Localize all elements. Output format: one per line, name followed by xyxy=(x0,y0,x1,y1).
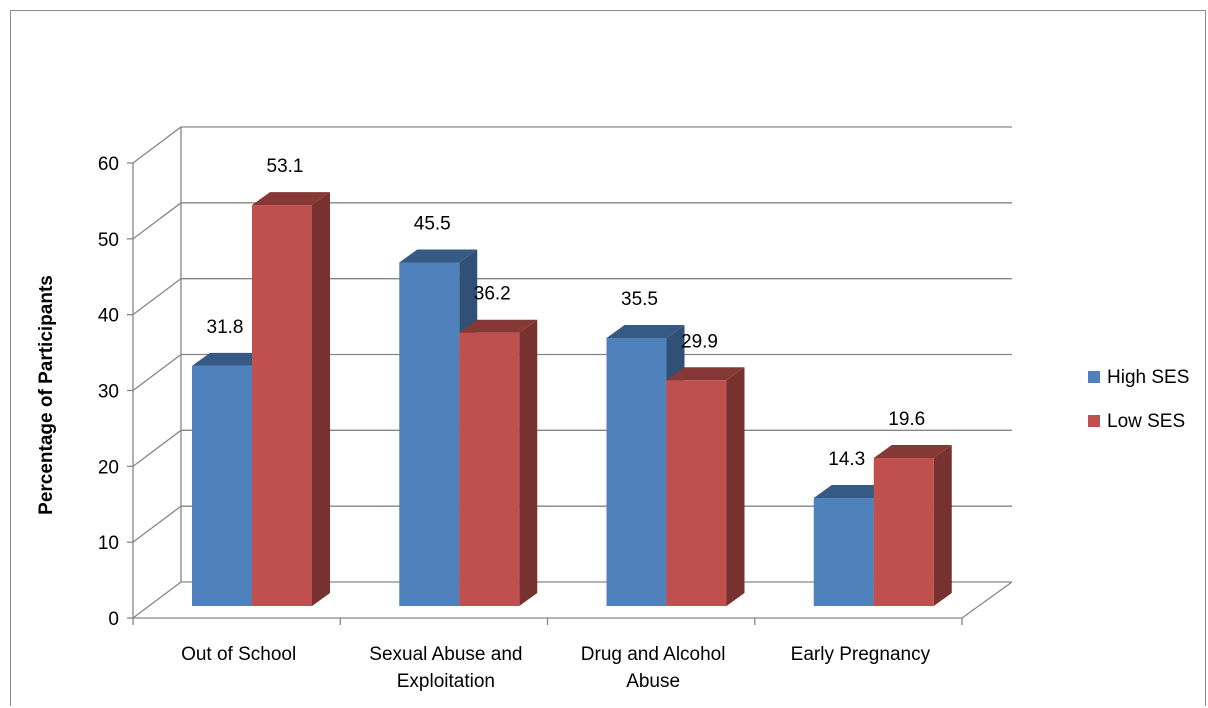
bar-top xyxy=(252,192,330,206)
bar-top xyxy=(399,249,478,263)
bar-low-ses xyxy=(666,367,745,606)
bar-front xyxy=(873,458,934,606)
legend-entry: Low SES xyxy=(1107,411,1185,432)
bars xyxy=(192,192,952,606)
y-tick-label: 10 xyxy=(98,533,119,554)
bar-front xyxy=(666,380,727,606)
data-label: 35.5 xyxy=(621,289,658,310)
data-label: 14.3 xyxy=(828,449,865,470)
y-axis-ticks: 0 10 20 30 40 50 60 xyxy=(98,154,119,630)
data-labels: 31.8 53.1 45.5 36.2 35.5 29.9 14.3 19.6 xyxy=(207,156,926,470)
bar-top xyxy=(813,485,892,499)
chart-walls xyxy=(127,126,1013,625)
legend-entry: High SES xyxy=(1107,367,1189,388)
legend: High SES Low SES xyxy=(1088,367,1189,432)
bar-side xyxy=(726,367,745,606)
data-label: 36.2 xyxy=(474,284,511,305)
data-label: 19.6 xyxy=(888,409,925,430)
y-axis-label: Percentage of Participants xyxy=(36,275,57,515)
bar-top xyxy=(459,319,538,333)
bar-front xyxy=(192,365,252,606)
x-category-label: Abuse xyxy=(626,671,680,692)
bar-low-ses xyxy=(873,445,952,606)
y-tick-label: 30 xyxy=(98,382,119,403)
bar-side xyxy=(519,319,538,606)
bar-front xyxy=(606,337,667,606)
x-category-label: Early Pregnancy xyxy=(791,644,931,665)
data-label: 31.8 xyxy=(207,317,244,338)
bar-top xyxy=(192,352,270,366)
legend-swatch xyxy=(1088,371,1100,383)
data-label: 29.9 xyxy=(681,331,718,352)
bar-front xyxy=(399,262,460,606)
y-tick-label: 50 xyxy=(98,230,119,251)
x-category-label: Exploitation xyxy=(397,671,495,692)
x-category-label: Out of School xyxy=(181,644,296,665)
bar-top xyxy=(666,367,745,381)
x-category-label: Drug and Alcohol xyxy=(581,644,726,665)
bar-side xyxy=(312,192,330,606)
bar-low-ses xyxy=(252,192,330,606)
bar-front xyxy=(813,498,874,606)
data-label: 53.1 xyxy=(267,156,304,177)
x-category-label: Sexual Abuse and xyxy=(369,644,522,665)
bar-side xyxy=(933,445,952,606)
bar-front xyxy=(252,205,312,606)
gridline xyxy=(132,126,1012,164)
legend-swatch xyxy=(1088,415,1100,427)
data-label: 45.5 xyxy=(414,213,451,234)
y-tick-label: 40 xyxy=(98,306,119,327)
y-tick-label: 20 xyxy=(98,457,119,478)
bar-low-ses xyxy=(459,319,538,606)
chart-frame xyxy=(10,10,1206,706)
bar-front xyxy=(459,332,520,606)
y-tick-label: 0 xyxy=(108,609,119,630)
bar-top xyxy=(606,324,685,338)
x-axis-categories: Out of School Sexual Abuse and Exploitatio… xyxy=(181,644,931,692)
y-tick-label: 60 xyxy=(98,154,119,175)
bar-top xyxy=(873,445,952,459)
